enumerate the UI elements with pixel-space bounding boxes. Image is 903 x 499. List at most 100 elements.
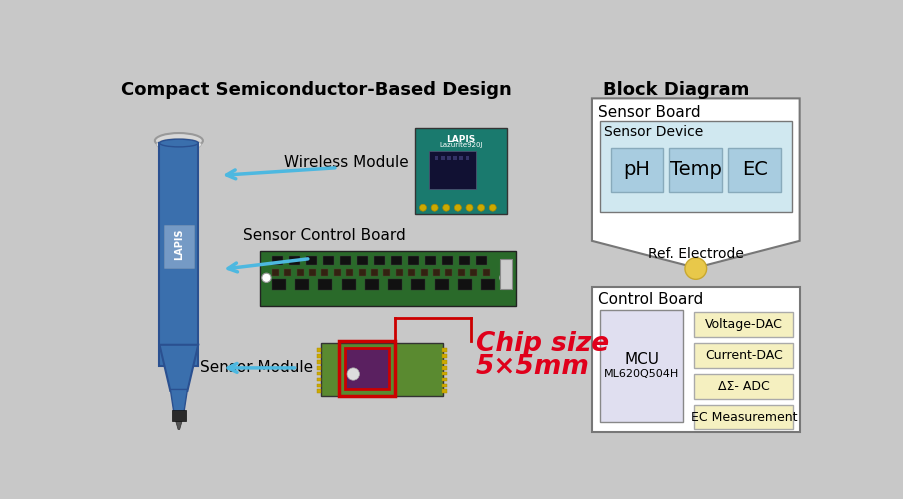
Bar [322, 256, 333, 264]
Bar [370, 269, 377, 276]
Text: Current-DAC: Current-DAC [704, 349, 782, 362]
Text: Wireless Module: Wireless Module [284, 155, 408, 170]
Bar [358, 269, 365, 276]
Bar [318, 279, 332, 290]
Text: LAPIS: LAPIS [446, 135, 475, 144]
Circle shape [454, 204, 461, 211]
Text: 5×5mm: 5×5mm [475, 354, 589, 380]
Bar [316, 384, 321, 387]
Bar [316, 378, 321, 381]
Text: Sensor Device: Sensor Device [604, 125, 703, 139]
Text: Lazurite920J: Lazurite920J [439, 142, 482, 148]
Bar [599, 310, 683, 422]
Bar [728, 148, 780, 192]
Bar [357, 256, 368, 264]
Bar [316, 360, 321, 364]
Circle shape [466, 204, 472, 211]
Bar [434, 156, 438, 160]
Bar [457, 269, 464, 276]
Bar [316, 372, 321, 375]
Bar [442, 366, 446, 370]
Bar [694, 343, 793, 368]
Ellipse shape [156, 138, 201, 151]
Circle shape [262, 273, 271, 282]
Bar [305, 256, 316, 264]
Bar [333, 269, 340, 276]
Text: MCU: MCU [623, 352, 658, 367]
Bar [391, 256, 402, 264]
Circle shape [499, 273, 508, 282]
Ellipse shape [159, 139, 198, 147]
Bar [316, 348, 321, 352]
Circle shape [431, 204, 438, 211]
Bar [339, 341, 395, 396]
Bar [442, 372, 446, 375]
Bar [480, 279, 495, 290]
Bar [442, 354, 446, 358]
Bar [411, 279, 424, 290]
Bar [433, 269, 440, 276]
Bar [446, 156, 451, 160]
Text: Ref. Electrode: Ref. Electrode [647, 247, 743, 261]
Text: Block Diagram: Block Diagram [602, 81, 749, 99]
Bar [452, 156, 457, 160]
Bar [408, 256, 419, 264]
Bar [272, 269, 278, 276]
Text: Sensor Board: Sensor Board [598, 104, 700, 120]
Polygon shape [175, 419, 182, 430]
Bar [442, 360, 446, 364]
Text: pH: pH [623, 161, 649, 180]
Bar [441, 156, 444, 160]
Circle shape [347, 368, 359, 380]
Bar [387, 279, 402, 290]
Text: Control Board: Control Board [598, 292, 703, 307]
Bar [383, 269, 390, 276]
Bar [669, 148, 721, 192]
Text: Temp: Temp [669, 161, 721, 180]
Bar [341, 279, 355, 290]
Bar [459, 256, 470, 264]
Bar [296, 269, 303, 276]
Bar [442, 256, 452, 264]
Ellipse shape [154, 133, 202, 148]
Circle shape [477, 204, 484, 211]
Circle shape [419, 204, 426, 211]
Bar [316, 366, 321, 370]
Bar [346, 269, 353, 276]
Bar [591, 287, 799, 432]
Polygon shape [591, 98, 799, 268]
Bar [414, 128, 507, 214]
Bar [272, 256, 283, 264]
Bar [470, 269, 477, 276]
Polygon shape [170, 389, 187, 420]
Text: Chip size: Chip size [475, 331, 608, 357]
Bar [345, 348, 388, 389]
Text: ML620Q504H: ML620Q504H [603, 369, 678, 379]
Text: ΔΣ- ADC: ΔΣ- ADC [717, 380, 768, 393]
Text: Compact Semiconductor-Based Design: Compact Semiconductor-Based Design [121, 81, 511, 99]
Bar [408, 269, 414, 276]
Bar [442, 378, 446, 381]
Text: EC Measurement: EC Measurement [690, 411, 796, 424]
Text: LAPIS: LAPIS [173, 229, 183, 260]
Text: Voltage-DAC: Voltage-DAC [704, 318, 782, 331]
Bar [424, 256, 435, 264]
Bar [445, 269, 452, 276]
Bar [365, 279, 378, 290]
Bar [272, 279, 285, 290]
Bar [284, 269, 291, 276]
Bar [694, 312, 793, 337]
Bar [396, 269, 403, 276]
Bar [457, 279, 471, 290]
Bar [340, 256, 350, 264]
Text: EC: EC [741, 161, 767, 180]
Bar [476, 256, 487, 264]
Bar [260, 251, 516, 306]
Bar [429, 151, 475, 189]
Bar [599, 121, 791, 213]
Bar [374, 256, 385, 264]
Circle shape [684, 258, 706, 279]
Bar [442, 348, 446, 352]
Bar [316, 389, 321, 393]
Bar [459, 156, 463, 160]
